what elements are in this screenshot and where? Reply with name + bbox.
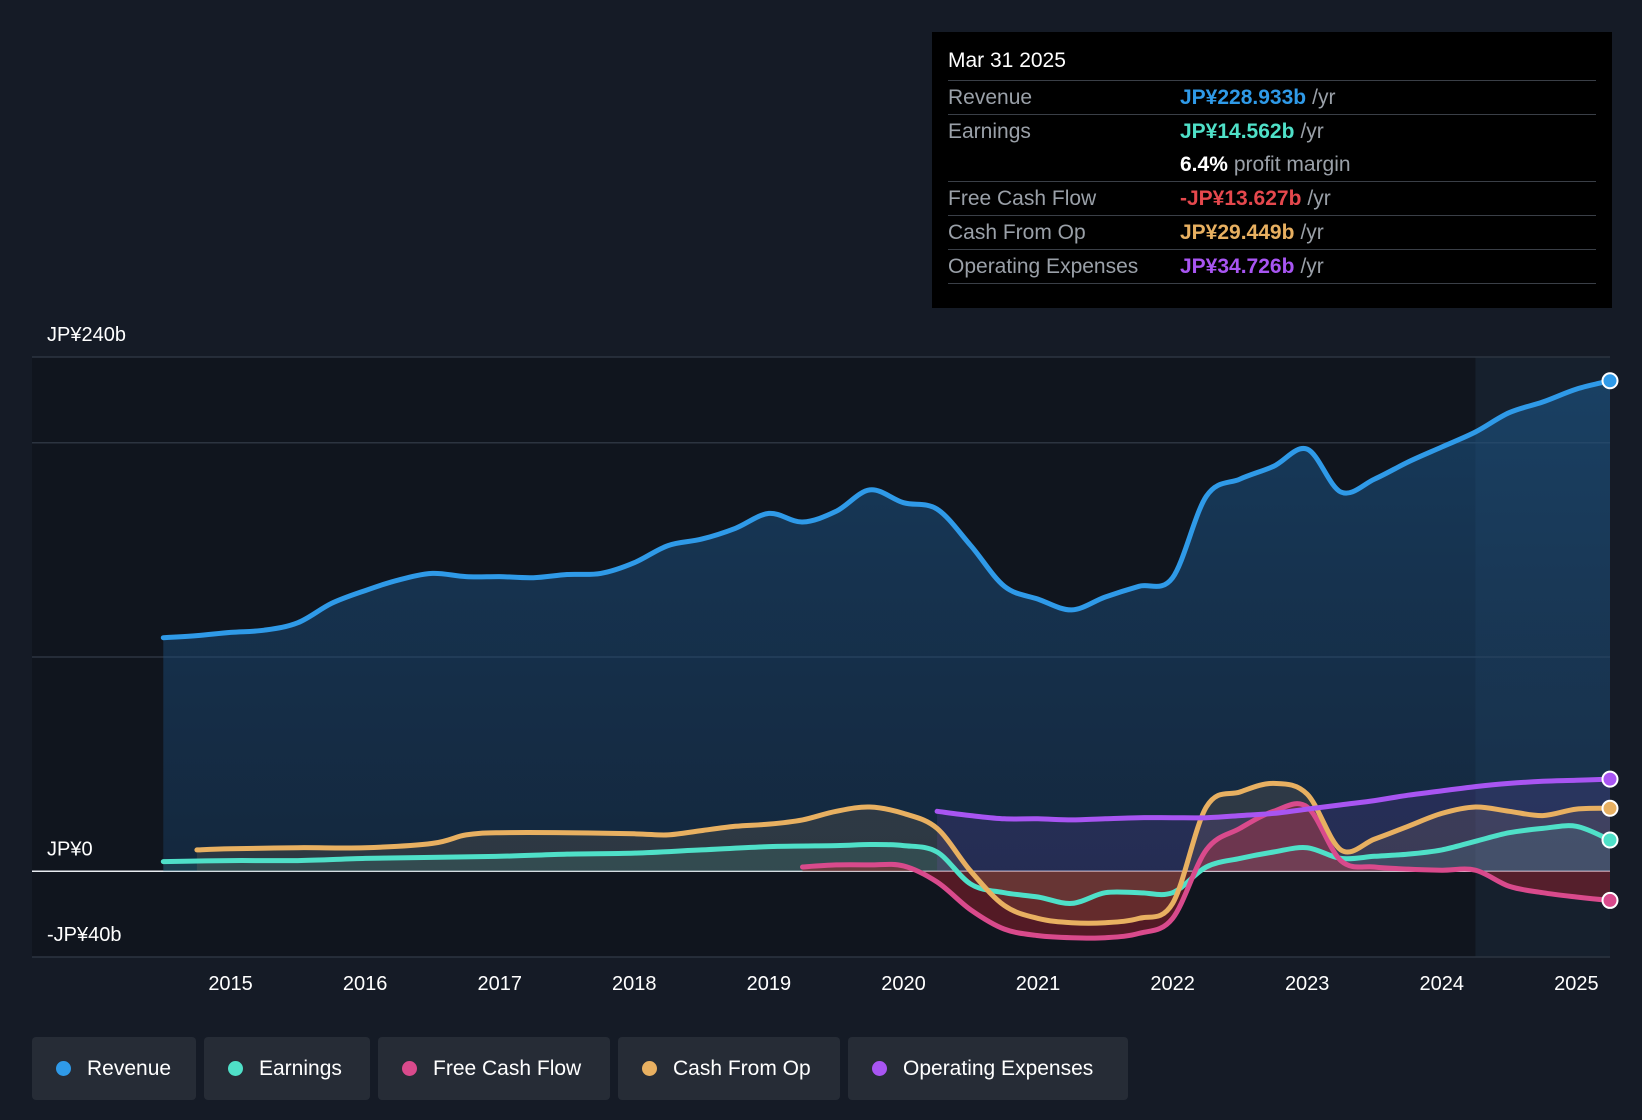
operating-expenses-end-marker — [1601, 770, 1619, 788]
legend-label: Revenue — [87, 1056, 172, 1080]
tooltip-label: Earnings — [948, 119, 1031, 143]
y-tick-label: JP¥0 — [47, 838, 93, 860]
x-tick-label: 2019 — [747, 973, 792, 995]
legend-label: Cash From Op — [673, 1056, 811, 1080]
legend-label: Operating Expenses — [903, 1056, 1094, 1080]
revenue-line — [160, 378, 1613, 641]
x-tick-label: 2015 — [208, 973, 253, 995]
tooltip-value: JP¥228.933b — [1180, 85, 1307, 109]
free-cash-flow-end-marker — [1601, 891, 1619, 909]
cash-from-op-end-marker — [1601, 799, 1619, 817]
tooltip-date: Mar 31 2025 — [948, 49, 1066, 72]
tooltip-row-operating-expenses: Operating Expenses JP¥34.726b /yr — [948, 249, 1596, 283]
tooltip-row-earnings: Earnings JP¥14.562b /yr — [948, 114, 1596, 148]
tooltip-unit: /yr — [1312, 85, 1336, 109]
tooltip-value: -JP¥13.627b — [1180, 186, 1302, 210]
tooltip-unit: /yr — [1300, 119, 1324, 143]
tooltip-unit: /yr — [1307, 186, 1331, 210]
revenue-end-marker — [1601, 372, 1619, 390]
revenue-area — [163, 380, 1610, 872]
tooltip-unit: profit margin — [1233, 152, 1351, 176]
legend-dot-icon — [872, 1061, 887, 1076]
tooltip-value: JP¥34.726b — [1180, 254, 1295, 278]
x-tick-label: 2020 — [881, 973, 926, 995]
x-tick-label: 2017 — [477, 973, 522, 995]
x-tick-label: 2024 — [1420, 973, 1465, 995]
x-tick-label: 2022 — [1150, 973, 1195, 995]
legend-item-free-cash-flow[interactable]: Free Cash Flow — [378, 1037, 610, 1100]
legend-item-revenue[interactable]: Revenue — [32, 1037, 196, 1100]
legend-label: Earnings — [259, 1056, 342, 1080]
tooltip-label: Revenue — [948, 85, 1033, 109]
legend-item-cash-from-op[interactable]: Cash From Op — [618, 1037, 840, 1100]
legend-dot-icon — [228, 1061, 243, 1076]
legend-dot-icon — [56, 1061, 71, 1076]
legend-item-earnings[interactable]: Earnings — [204, 1037, 370, 1100]
y-tick-label: -JP¥40b — [47, 924, 122, 946]
legend-label: Free Cash Flow — [433, 1056, 582, 1080]
tooltip-panel: Mar 31 2025 Revenue JP¥228.933b /yr Earn… — [932, 32, 1612, 308]
free-cash-flow-line — [800, 801, 1613, 941]
x-tick-label: 2025 — [1554, 973, 1599, 995]
tooltip-value: 6.4% — [1180, 152, 1228, 176]
x-tick-label: 2021 — [1016, 973, 1061, 995]
chart: JP¥240b JP¥0 -JP¥40b 2015 2016 2017 2018 2019 2… — [32, 324, 1619, 995]
tooltip-row-free-cash-flow: Free Cash Flow -JP¥13.627b /yr — [948, 181, 1596, 215]
x-tick-label: 2023 — [1285, 973, 1330, 995]
tooltip-unit: /yr — [1300, 254, 1324, 278]
earnings-end-marker — [1601, 831, 1619, 849]
y-tick-label: JP¥240b — [47, 324, 126, 346]
tooltip-row-cash-from-op: Cash From Op JP¥29.449b /yr — [948, 215, 1596, 249]
tooltip-label: Free Cash Flow — [948, 186, 1097, 210]
tooltip-label: Cash From Op — [948, 220, 1086, 244]
tooltip-value: JP¥29.449b — [1180, 220, 1295, 244]
tooltip-label: Operating Expenses — [948, 254, 1139, 278]
cash-from-op-line — [194, 780, 1613, 926]
tooltip-row-profit-margin: 6.4% profit margin — [948, 148, 1596, 181]
tooltip-value: JP¥14.562b — [1180, 119, 1295, 143]
legend-dot-icon — [642, 1061, 657, 1076]
legend-dot-icon — [402, 1061, 417, 1076]
x-tick-label: 2018 — [612, 973, 657, 995]
tooltip-divider — [948, 283, 1596, 284]
x-tick-label: 2016 — [343, 973, 388, 995]
tooltip-row-revenue: Revenue JP¥228.933b /yr — [948, 80, 1596, 114]
tooltip-unit: /yr — [1300, 220, 1324, 244]
legend-item-operating-expenses[interactable]: Operating Expenses — [848, 1037, 1128, 1100]
operating-expenses-line — [934, 776, 1613, 823]
earnings-line — [160, 823, 1613, 906]
